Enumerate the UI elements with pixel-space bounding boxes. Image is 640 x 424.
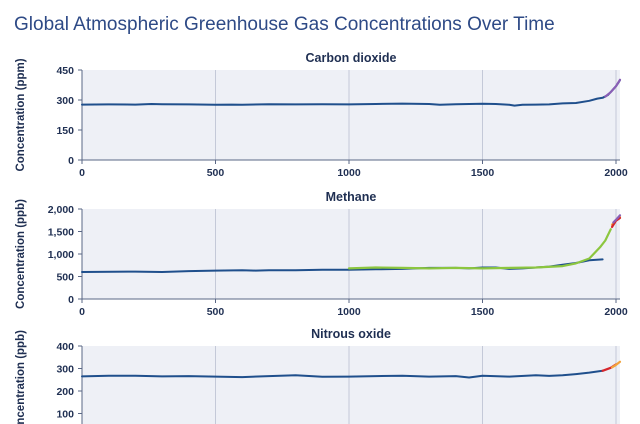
plot-background	[82, 209, 620, 299]
y-tick-label: 2,000	[48, 204, 74, 216]
series-line-2	[604, 78, 622, 98]
plot-background	[82, 346, 620, 424]
series-line-5	[612, 214, 622, 224]
y-tick-label: 1,500	[48, 227, 74, 239]
y-tick-label: 300	[56, 95, 74, 107]
x-tick-label: 1500	[471, 306, 495, 318]
y-tick-label: 300	[56, 364, 74, 376]
x-tick-label: 0	[79, 306, 85, 318]
y-axis-label: Concentration (ppb)	[15, 330, 27, 424]
x-tick-label: 500	[207, 306, 225, 318]
series-line-3	[610, 360, 622, 369]
y-tick-label: 450	[56, 65, 74, 77]
x-tick-label: 2000	[604, 167, 628, 179]
y-tick-label: 400	[56, 341, 74, 353]
series-line-1	[81, 79, 621, 107]
panel-title: Methane	[326, 190, 377, 204]
y-axis-label: Concentration (ppb)	[15, 199, 27, 309]
panel-title: Nitrous oxide	[311, 327, 391, 341]
panel-co2: Carbon dioxide 0 150 300 450 0 500 1000 1500 2000…	[15, 51, 628, 179]
y-tick-label: 200	[56, 386, 74, 398]
y-tick-label: 500	[56, 272, 74, 284]
x-tick-label: 1500	[471, 167, 495, 179]
series-line-2	[347, 228, 612, 270]
x-tick-label: 1000	[337, 167, 361, 179]
plot-background	[82, 70, 620, 160]
panel-methane: Methane 0 500 1,000 1,500 2,000 0 500 1000 1500 20…	[15, 190, 628, 318]
y-tick-label: 1,000	[48, 249, 74, 261]
y-tick-label: 0	[68, 155, 74, 167]
panel-nitrous-oxide: Nitrous oxide 100 200 300 400 Concentration (…	[15, 327, 622, 424]
y-tick-label: 150	[56, 125, 74, 137]
y-axis-label: Concentration (ppm)	[15, 58, 27, 171]
x-tick-label: 2000	[604, 306, 628, 318]
y-tick-label: 100	[56, 409, 74, 421]
x-tick-label: 1000	[337, 306, 361, 318]
x-tick-label: 0	[79, 167, 85, 179]
figure-title: Global Atmospheric Greenhouse Gas Concen…	[14, 14, 555, 35]
series-line-1	[81, 369, 604, 379]
y-tick-label: 0	[68, 294, 74, 306]
x-tick-label: 500	[207, 167, 225, 179]
panel-title: Carbon dioxide	[306, 51, 397, 65]
